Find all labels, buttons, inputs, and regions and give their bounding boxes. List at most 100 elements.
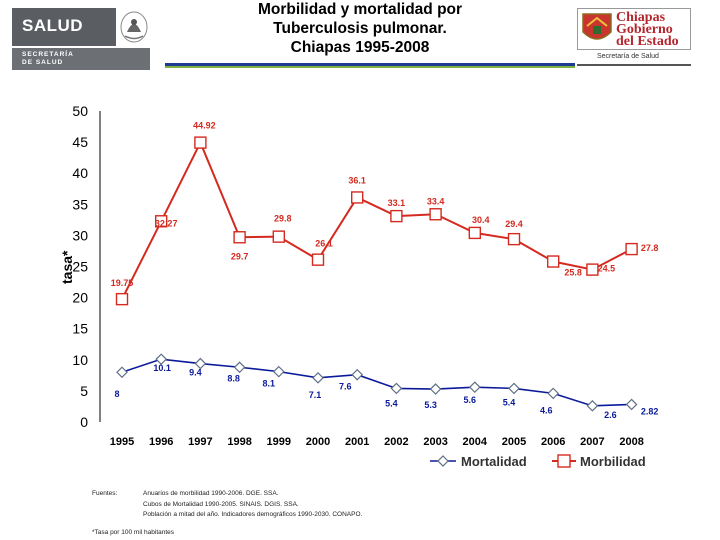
morbilidad-point — [390, 209, 403, 223]
legend-morbilidad-marker — [557, 454, 571, 468]
morbilidad-data-label: 24.5 — [598, 264, 616, 274]
mortalidad-data-label: 8.1 — [263, 379, 276, 389]
mortalidad-data-label: 10.1 — [153, 363, 171, 373]
morbilidad-data-label: 44.92 — [193, 121, 216, 131]
mortalidad-data-label: 8 — [114, 389, 119, 399]
chiapas-logo-name: Chiapas Gobierno del Estado — [616, 10, 679, 49]
x-tick-label: 2003 — [423, 436, 447, 448]
y-tick-label: 30 — [72, 227, 88, 243]
mortalidad-point — [155, 353, 168, 366]
mortalidad-point — [508, 382, 520, 395]
mortalidad-point — [194, 357, 207, 370]
mortalidad-point — [390, 382, 403, 395]
morbilidad-point — [311, 253, 325, 266]
y-tick-label: 5 — [80, 383, 88, 399]
y-tick-label: 10 — [72, 352, 88, 368]
x-tick-label: 1998 — [227, 436, 251, 448]
morbilidad-data-label: 29.4 — [505, 219, 523, 229]
y-tick-label: 25 — [72, 259, 88, 275]
y-tick-label: 20 — [72, 290, 88, 306]
mortalidad-point — [312, 371, 324, 384]
salud-logo-subband: SECRETARÍA DE SALUD — [12, 48, 150, 70]
x-tick-label: 1997 — [188, 436, 212, 448]
mortalidad-data-label: 4.6 — [540, 405, 553, 415]
y-tick-label: 40 — [72, 165, 88, 181]
chiapas-name-line-2: Gobierno — [616, 22, 673, 37]
chiapas-logo: Chiapas Gobierno del Estado Secretaría d… — [577, 8, 691, 66]
title-underline-blue — [165, 63, 575, 66]
legend-mortalidad-marker — [437, 455, 449, 467]
chiapas-name-line-3: del Estado — [616, 34, 679, 49]
salud-logo-text: SALUD — [22, 16, 84, 35]
salud-logo-band: SALUD — [12, 8, 116, 46]
mortalidad-point — [625, 398, 638, 411]
chiapas-name-line-1: Chiapas — [616, 10, 666, 25]
x-tick-label: 2002 — [384, 436, 408, 448]
mortalidad-point — [351, 368, 364, 381]
morbilidad-data-label: 19.75 — [111, 278, 134, 288]
morbilidad-point — [115, 292, 129, 306]
x-tick-label: 1995 — [110, 436, 134, 448]
salud-logo: SALUD SECRETARÍA DE SALUD — [12, 8, 150, 70]
salud-sub-line-1: SECRETARÍA — [22, 51, 74, 58]
x-tick-label: 1999 — [267, 436, 291, 448]
y-tick-label: 50 — [72, 103, 88, 119]
morbilidad-point — [468, 226, 481, 240]
salud-sub-line-2: DE SALUD — [22, 59, 64, 66]
mortalidad-data-label: 8.8 — [227, 373, 240, 383]
morbilidad-data-label: 29.8 — [274, 214, 292, 224]
source-line-2: Cubos de Mortalidad 1990-2005. SINAIS. D… — [143, 501, 299, 508]
mortalidad-point — [547, 387, 560, 400]
morbilidad-data-label: 36.1 — [348, 175, 366, 185]
y-tick-label: 0 — [80, 414, 88, 430]
morbilidad-data-label: 32.27 — [155, 218, 178, 228]
chiapas-logo-box: Chiapas Gobierno del Estado — [577, 8, 691, 50]
page-title: Morbilidad y mortalidad por Tuberculosis… — [200, 0, 520, 57]
series-line-morbilidad — [121, 140, 633, 300]
title-line-2: Tuberculosis pulmonar. — [273, 20, 447, 37]
mortalidad-data-label: 5.4 — [385, 398, 398, 408]
morbilidad-data-label: 27.8 — [641, 243, 659, 253]
morbilidad-point — [625, 242, 638, 256]
y-axis-title: tasa* — [59, 250, 75, 284]
mortalidad-point — [233, 361, 246, 374]
morbilidad-point — [154, 215, 168, 228]
mortalidad-data-label: 7.6 — [339, 382, 352, 392]
chiapas-logo-subtitle: Secretaría de Salud — [597, 53, 659, 60]
source-line-1: Anuarios de morbilidad 1990-2006. DGE. S… — [143, 490, 279, 497]
mortalidad-point — [586, 399, 599, 412]
mortalidad-data-label: 5.6 — [464, 395, 477, 405]
mortalidad-data-label: 2.82 — [641, 406, 659, 416]
morbilidad-data-label: 25.8 — [564, 268, 582, 278]
morbilidad-data-label: 33.1 — [388, 198, 406, 208]
chiapas-shield-icon — [582, 13, 612, 40]
chiapas-logo-underline — [577, 64, 691, 66]
legend-mortalidad-label: Mortalidad — [461, 454, 527, 469]
salud-logo-subtitle: SECRETARÍA DE SALUD — [22, 51, 74, 67]
morbilidad-point — [547, 255, 560, 268]
x-tick-label: 2005 — [502, 436, 526, 448]
morbilidad-data-label: 29.7 — [231, 251, 249, 261]
morbilidad-data-label: 33.4 — [427, 196, 445, 206]
morbilidad-data-label: 30.4 — [472, 215, 490, 225]
mortalidad-point — [468, 381, 481, 394]
mortalidad-point — [272, 365, 285, 378]
y-tick-label: 45 — [72, 134, 88, 150]
morbilidad-point — [586, 263, 599, 276]
title-underline-green — [165, 66, 575, 68]
x-tick-label: 2004 — [463, 436, 488, 448]
x-tick-label: 2000 — [306, 436, 330, 448]
morbilidad-data-label: 26.1 — [315, 239, 333, 249]
mexico-eagle-icon — [120, 11, 148, 43]
title-line-1: Morbilidad y mortalidad por — [257, 1, 463, 18]
y-tick-label: 15 — [72, 321, 88, 337]
morbilidad-point — [233, 231, 246, 244]
morbilidad-point — [507, 232, 521, 246]
x-tick-label: 2008 — [619, 436, 643, 448]
series-line-mortalidad — [121, 358, 632, 407]
x-tick-label: 2001 — [345, 436, 369, 448]
x-tick-label: 1996 — [149, 436, 173, 448]
mortalidad-point — [116, 366, 128, 379]
x-tick-label: 2007 — [580, 436, 604, 448]
